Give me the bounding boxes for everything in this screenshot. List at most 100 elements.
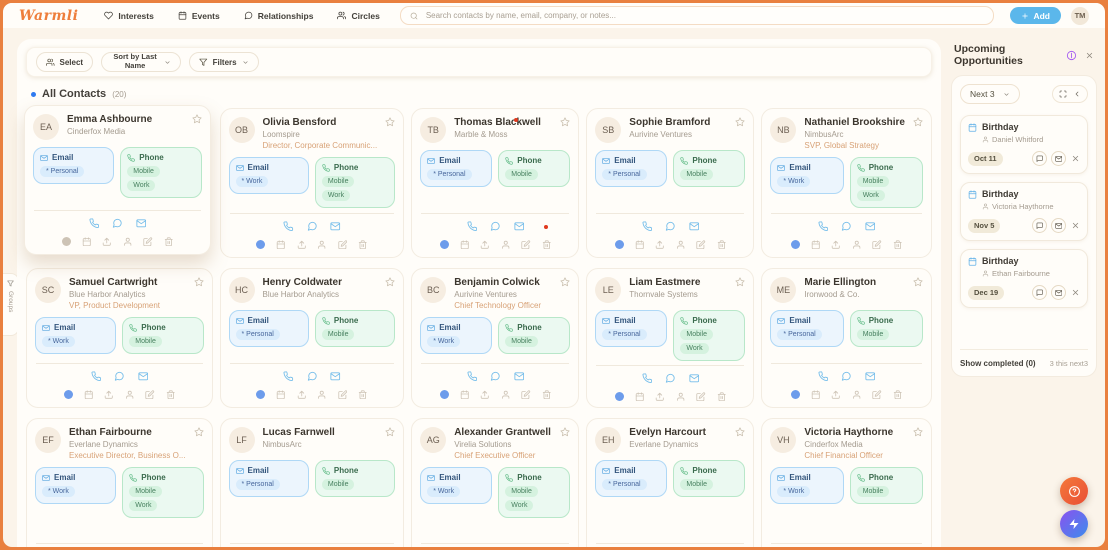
star-icon[interactable] (560, 427, 570, 460)
chevron-left-icon[interactable] (1073, 90, 1081, 98)
star-icon[interactable] (193, 427, 204, 460)
upload-icon[interactable] (655, 392, 665, 402)
edit-icon[interactable] (521, 389, 531, 400)
close-icon[interactable] (1085, 51, 1094, 60)
contact-card[interactable]: VH Victoria Haythorne Cinderfox Media Chief… (761, 418, 932, 547)
trash-icon[interactable] (164, 236, 174, 247)
email-icon[interactable] (865, 221, 876, 232)
user-icon[interactable] (852, 240, 862, 250)
message-icon[interactable] (841, 371, 852, 382)
contact-card[interactable]: TB Thomas Blackwell Marble & Moss Email * Pe… (411, 108, 580, 258)
message-action-button[interactable] (1032, 285, 1047, 300)
upload-icon[interactable] (480, 390, 490, 400)
nav-item-events[interactable]: Events (178, 11, 220, 21)
message-icon[interactable] (665, 373, 676, 384)
edit-icon[interactable] (521, 239, 531, 250)
nav-item-circles[interactable]: Circles (337, 11, 380, 21)
contact-card[interactable]: EH Evelyn Harcourt Everlane Dynamics Email *… (586, 418, 755, 547)
trash-icon[interactable] (893, 239, 903, 250)
trash-icon[interactable] (893, 389, 903, 400)
calendar-icon[interactable] (82, 236, 92, 247)
trash-icon[interactable] (717, 391, 727, 402)
call-icon[interactable] (90, 371, 102, 382)
sync-icon[interactable] (1066, 50, 1077, 61)
contact-card[interactable]: SC Samuel Cartwright Blue Harbor Analytics… (26, 268, 213, 408)
message-icon[interactable] (490, 371, 501, 382)
star-icon[interactable] (385, 427, 395, 453)
contact-card[interactable]: EF Ethan Fairbourne Everlane Dynamics Execu… (26, 418, 213, 547)
filters-dropdown[interactable]: Filters (189, 52, 259, 72)
calendar-icon[interactable] (276, 239, 286, 250)
calendar-icon[interactable] (276, 389, 286, 400)
contact-card[interactable]: OB Olivia Bensford Loomspire Director, Corp… (219, 108, 405, 258)
status-dot-icon[interactable] (61, 236, 71, 246)
calendar-icon[interactable] (811, 239, 821, 250)
trash-icon[interactable] (166, 389, 176, 400)
select-button[interactable]: Select (36, 52, 94, 72)
nav-item-relationships[interactable]: Relationships (244, 11, 313, 21)
call-icon[interactable] (642, 221, 653, 232)
status-dot-icon[interactable] (256, 389, 266, 399)
status-dot-icon[interactable] (614, 391, 624, 401)
status-dot-icon[interactable] (790, 389, 800, 399)
trash-icon[interactable] (717, 239, 727, 250)
star-icon[interactable] (191, 114, 202, 140)
edit-icon[interactable] (696, 391, 706, 402)
app-logo[interactable]: Warmli (19, 7, 79, 24)
search-bar[interactable] (399, 6, 995, 25)
calendar-icon[interactable] (460, 389, 470, 400)
edit-icon[interactable] (696, 239, 706, 250)
star-icon[interactable] (193, 277, 204, 310)
status-dot-icon[interactable] (790, 239, 800, 249)
nav-item-interests[interactable]: Interests (104, 11, 154, 21)
user-icon[interactable] (676, 240, 686, 250)
star-icon[interactable] (735, 427, 745, 453)
email-icon[interactable] (330, 221, 341, 232)
message-action-button[interactable] (1032, 151, 1047, 166)
contact-card[interactable]: BC Benjamin Colwick Aurivine Ventures Chief… (411, 268, 580, 408)
message-action-button[interactable] (1032, 218, 1047, 233)
user-avatar[interactable]: TM (1071, 6, 1089, 25)
upload-icon[interactable] (655, 240, 665, 250)
user-icon[interactable] (501, 240, 511, 250)
trash-icon[interactable] (542, 389, 552, 400)
email-action-button[interactable] (1051, 151, 1066, 166)
calendar-icon[interactable] (635, 391, 645, 402)
edit-icon[interactable] (337, 389, 348, 400)
email-icon[interactable] (689, 221, 700, 232)
call-icon[interactable] (283, 371, 294, 382)
dismiss-icon[interactable] (1071, 288, 1080, 297)
opportunity-card[interactable]: Birthday Daniel Whitford Oct 11 (960, 115, 1088, 174)
expand-icon[interactable] (1059, 90, 1067, 98)
call-icon[interactable] (642, 373, 653, 384)
star-icon[interactable] (385, 117, 395, 150)
email-action-button[interactable] (1051, 285, 1066, 300)
ai-assistant-button[interactable] (1060, 510, 1088, 538)
edit-icon[interactable] (145, 389, 155, 400)
email-icon[interactable] (689, 373, 700, 384)
contact-card[interactable]: HC Henry Coldwater Blue Harbor Analytics Em… (219, 268, 405, 408)
email-icon[interactable] (135, 218, 147, 229)
status-dot-icon[interactable] (63, 389, 73, 399)
call-icon[interactable] (466, 221, 478, 232)
user-icon[interactable] (501, 390, 511, 400)
upload-icon[interactable] (102, 237, 112, 247)
trash-icon[interactable] (542, 239, 552, 250)
star-icon[interactable] (913, 117, 923, 150)
user-icon[interactable] (852, 390, 862, 400)
star-icon[interactable] (560, 117, 570, 143)
upload-icon[interactable] (297, 240, 307, 250)
message-icon[interactable] (307, 221, 318, 232)
upload-icon[interactable] (104, 390, 114, 400)
message-icon[interactable] (112, 218, 123, 229)
status-dot-icon[interactable] (439, 389, 449, 399)
edit-icon[interactable] (872, 389, 882, 400)
message-icon[interactable] (307, 371, 318, 382)
star-icon[interactable] (560, 277, 570, 310)
message-icon[interactable] (114, 371, 125, 382)
search-input[interactable] (423, 10, 985, 21)
call-icon[interactable] (88, 218, 100, 229)
star-icon[interactable] (735, 117, 745, 143)
email-action-button[interactable] (1051, 218, 1066, 233)
message-icon[interactable] (841, 221, 852, 232)
